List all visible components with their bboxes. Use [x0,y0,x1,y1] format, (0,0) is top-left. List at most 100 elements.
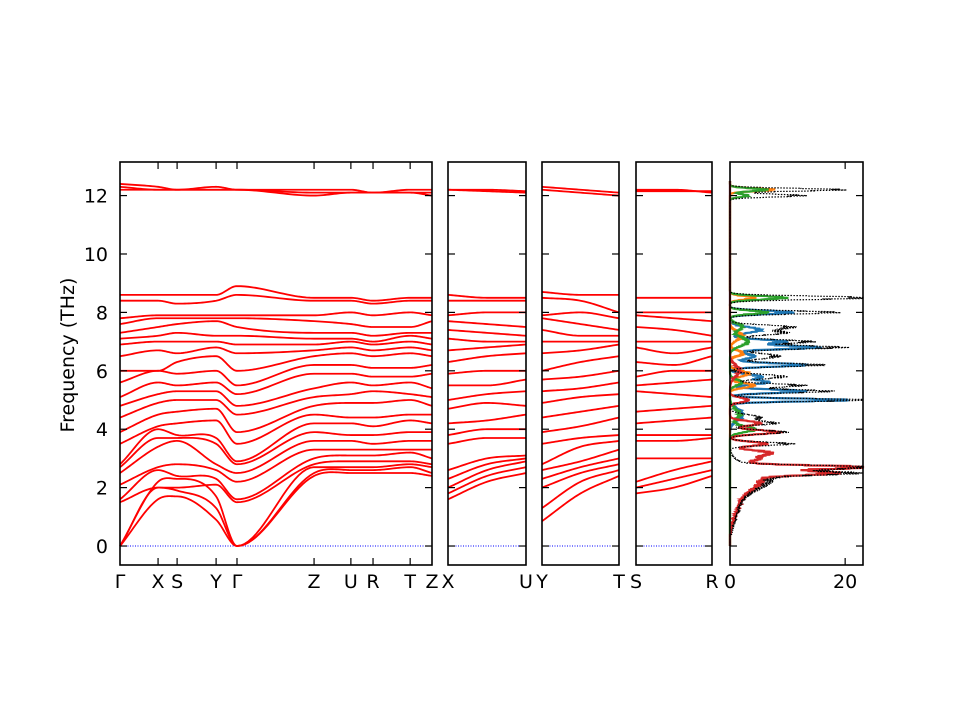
band-line [635,475,713,495]
high-symmetry-label: U [519,571,533,593]
band-line [119,399,433,434]
band-line [541,416,620,434]
high-symmetry-label: R [705,571,718,593]
band-panel-frame [447,161,527,566]
y-tick-label: 10 [84,244,108,266]
band-line [541,329,619,337]
band-line [119,183,432,194]
band-line [447,390,527,401]
y-tick-label: 12 [84,186,108,208]
band-panel-1 [119,183,433,547]
band-line [635,404,713,413]
high-symmetry-label: Γ [115,571,126,593]
band-line [119,372,433,398]
band-line [541,439,620,466]
dos-panel-frame [729,161,864,566]
band-line [447,369,526,375]
band-line [119,448,432,486]
band-line [119,390,433,419]
high-symmetry-label: X [152,571,165,593]
high-symmetry-label: Y [535,571,548,593]
band-line [119,331,433,343]
high-symmetry-label: T [403,571,416,593]
y-tick-label: 0 [96,536,108,558]
band-line [119,471,433,547]
high-symmetry-label: X [441,571,454,593]
band-line [119,340,433,346]
band-line [541,393,620,404]
band-line [635,346,713,355]
band-panel-frame [541,161,620,566]
band-panel-2 [447,188,527,547]
y-tick-label: 8 [96,302,108,324]
band-line [447,460,527,489]
band-line [448,378,527,387]
high-symmetry-label: Z [308,571,321,593]
band-line [541,188,620,197]
high-symmetry-label: Z [425,571,438,593]
band-line [636,437,713,442]
band-line [541,469,620,509]
band-line [447,352,527,363]
band-line [448,188,527,193]
band-line [635,460,713,483]
band-line [447,311,526,317]
band-line [119,451,433,501]
band-line [447,337,526,343]
band-line [119,311,433,320]
band-line [120,285,432,302]
y-tick-label: 4 [96,419,108,441]
band-line [541,463,620,489]
band-line [119,317,433,328]
band-line [447,466,527,495]
dos-x-tick-label: 0 [724,571,736,593]
high-symmetry-label: S [630,571,642,593]
band-line [541,311,620,320]
band-line [447,402,527,410]
band-line [541,448,620,471]
band-line [119,460,433,504]
band-panel-frame [119,161,433,566]
high-symmetry-label: Y [209,571,222,593]
band-panel-3 [541,185,620,547]
band-line [635,469,713,489]
y-axis-label: Frequency (THz) [57,278,79,433]
dos-x-tick-label: 20 [833,571,857,593]
band-line [635,390,713,398]
band-line [541,457,620,480]
band-line [447,320,527,328]
band-line [447,293,526,299]
band-line [635,314,713,323]
high-symmetry-label: T [612,571,625,593]
band-line [119,364,433,387]
band-panel-4 [635,188,713,547]
high-symmetry-label: U [344,571,358,593]
band-line [447,437,526,445]
band-line [541,404,620,419]
band-line [541,475,620,522]
band-line [120,352,433,372]
band-line [119,185,432,194]
band-line [541,355,620,372]
band-line [119,463,433,547]
band-line [541,434,620,445]
band-line [119,320,432,337]
band-line [541,381,620,393]
band-line [636,188,713,194]
band-line [447,428,526,436]
high-symmetry-label: S [171,571,183,593]
dos-panel [728,180,865,547]
band-line [447,454,527,471]
band-line [447,329,527,337]
band-line [635,326,713,337]
band-line [119,439,432,474]
band-line [541,369,620,381]
band-line [119,431,432,468]
band-line [447,413,527,425]
band-line [541,317,620,331]
band-line [119,346,433,358]
band-line [447,472,527,501]
band-line [635,355,713,366]
y-tick-label: 6 [96,361,108,383]
